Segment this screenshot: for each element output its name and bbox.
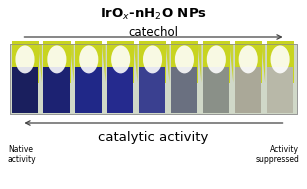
Bar (235, 40, 262, 83)
Bar (171, 67, 197, 113)
Bar (139, 40, 166, 83)
Polygon shape (229, 44, 233, 83)
Text: catalytic activity: catalytic activity (98, 131, 209, 144)
Ellipse shape (111, 45, 130, 73)
Ellipse shape (239, 45, 258, 73)
Text: Native
activity: Native activity (8, 145, 37, 164)
Ellipse shape (79, 45, 98, 73)
Polygon shape (38, 44, 42, 83)
Text: IrO$_x$-nH$_2$O NPs: IrO$_x$-nH$_2$O NPs (100, 7, 207, 22)
Bar (139, 67, 165, 113)
Bar (44, 67, 70, 113)
Bar (10, 44, 297, 114)
Polygon shape (102, 44, 106, 83)
Bar (171, 40, 198, 83)
Polygon shape (165, 44, 169, 83)
Bar (107, 40, 134, 83)
Bar (203, 67, 229, 113)
Ellipse shape (15, 45, 35, 73)
Text: Activity
suppressed: Activity suppressed (255, 145, 299, 164)
Polygon shape (70, 44, 74, 83)
Ellipse shape (207, 45, 226, 73)
Bar (44, 40, 71, 83)
Ellipse shape (270, 45, 290, 73)
Bar (267, 40, 294, 83)
Polygon shape (197, 44, 201, 83)
Text: catechol: catechol (129, 26, 178, 39)
Bar (203, 40, 230, 83)
Ellipse shape (175, 45, 194, 73)
Bar (76, 40, 103, 83)
Polygon shape (261, 44, 265, 83)
Ellipse shape (143, 45, 162, 73)
Bar (12, 67, 38, 113)
Bar (12, 40, 39, 83)
Bar (76, 67, 102, 113)
Bar (235, 67, 261, 113)
Bar (107, 67, 134, 113)
Ellipse shape (47, 45, 66, 73)
Bar (267, 67, 293, 113)
Polygon shape (134, 44, 138, 83)
Bar (10, 44, 297, 114)
